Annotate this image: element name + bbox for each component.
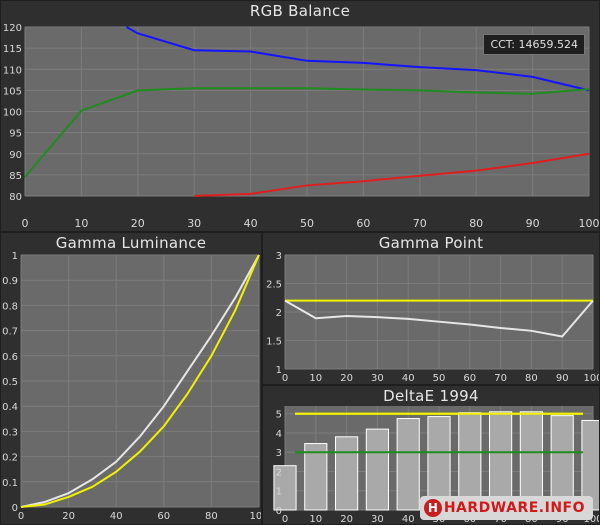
y-tick-label: 0.9 bbox=[2, 276, 18, 287]
x-tick-label: 70 bbox=[413, 217, 427, 230]
x-tick-label: 30 bbox=[371, 373, 384, 384]
bar bbox=[335, 436, 359, 511]
y-tick-label: 0.8 bbox=[2, 301, 18, 312]
y-tick-label: 1 bbox=[276, 487, 282, 498]
x-tick-label: 10 bbox=[74, 217, 88, 230]
x-tick-label: 100 bbox=[583, 373, 599, 384]
y-tick-label: 3 bbox=[276, 251, 282, 262]
x-tick-label: 0 bbox=[22, 217, 29, 230]
x-tick-label: 40 bbox=[110, 511, 123, 522]
gamma-luminance-chart: 0 0.1 0.2 0.3 0.4 0.5 0.6 0.7 0.8 0.9 1 0 20 40 60 80 10… bbox=[2, 251, 261, 522]
deltae-1994-panel: DeltaE 1994 0123450102030405060708090100… bbox=[262, 385, 600, 525]
x-tick-label: 30 bbox=[187, 217, 201, 230]
y-tick-label: 0.1 bbox=[2, 478, 18, 489]
x-tick-label: 20 bbox=[62, 511, 75, 522]
y-tick-label: 115 bbox=[3, 44, 22, 55]
x-tick-label: 40 bbox=[244, 217, 258, 230]
hardware-info-watermark: H HARDWARE.INFO bbox=[419, 496, 593, 520]
y-tick-label: 0 bbox=[12, 503, 18, 514]
x-tick-label: 20 bbox=[340, 373, 353, 384]
y-tick-label: 0 bbox=[276, 506, 282, 517]
series-line-red bbox=[194, 152, 590, 197]
bar bbox=[396, 418, 420, 511]
watermark-text: HARDWARE.INFO bbox=[443, 500, 585, 516]
x-tick-label: 50 bbox=[433, 373, 446, 384]
deltae-1994-chart: 0123450102030405060708090100 bbox=[273, 406, 599, 524]
series-line-yellow bbox=[20, 254, 260, 508]
x-tick-label: 0 bbox=[282, 373, 288, 384]
x-tick-label: 10 bbox=[309, 514, 322, 524]
x-tick-label: 80 bbox=[525, 373, 538, 384]
y-tick-label: 100 bbox=[3, 108, 22, 119]
x-tick-label: 30 bbox=[371, 514, 384, 524]
gamma-point-title: Gamma Point bbox=[378, 234, 484, 252]
x-tick-label: 80 bbox=[469, 217, 483, 230]
x-tick-label: 0 bbox=[18, 511, 24, 522]
y-tick-label: 1 bbox=[12, 251, 18, 262]
y-tick-label: 0.5 bbox=[2, 377, 18, 388]
x-tick-label: 80 bbox=[205, 511, 218, 522]
bar bbox=[581, 419, 599, 511]
y-tick-label: 0.2 bbox=[2, 453, 18, 464]
bar bbox=[365, 428, 389, 511]
x-tick-label: 100 bbox=[249, 511, 261, 522]
y-tick-label: 80 bbox=[9, 192, 22, 203]
x-tick-label: 40 bbox=[402, 373, 415, 384]
bar bbox=[304, 443, 328, 511]
rgb-balance-panel: RGB Balance 80 85 90 95 100 105 110 115 120 0 10 20… bbox=[0, 0, 600, 232]
x-tick-label: 20 bbox=[131, 217, 145, 230]
y-tick-label: 95 bbox=[9, 129, 22, 140]
y-tick-label: 85 bbox=[9, 171, 22, 182]
x-tick-label: 60 bbox=[356, 217, 370, 230]
rgb-balance-chart: 80 85 90 95 100 105 110 115 120 0 10 20 30 40 50 60 70 80… bbox=[3, 23, 600, 230]
series-line-white bbox=[284, 299, 594, 338]
y-tick-label: 90 bbox=[9, 150, 22, 161]
cct-readout: CCT: 14659.524 bbox=[483, 34, 585, 55]
y-tick-label: 2 bbox=[276, 308, 282, 319]
y-tick-label: 110 bbox=[3, 65, 22, 76]
x-tick-label: 90 bbox=[556, 373, 569, 384]
rgb-balance-title: RGB Balance bbox=[249, 2, 351, 20]
gamma-luminance-title: Gamma Luminance bbox=[55, 234, 207, 252]
y-tick-label: 0.6 bbox=[2, 352, 18, 363]
x-tick-label: 70 bbox=[494, 373, 507, 384]
x-tick-label: 20 bbox=[340, 514, 353, 524]
x-tick-label: 90 bbox=[526, 217, 540, 230]
series-line-white bbox=[20, 254, 260, 508]
y-tick-label: 4 bbox=[276, 429, 282, 440]
y-tick-label: 0.3 bbox=[2, 427, 18, 438]
x-tick-label: 10 bbox=[309, 373, 322, 384]
series-line-green bbox=[24, 87, 590, 178]
y-tick-label: 3 bbox=[276, 448, 282, 459]
x-tick-label: 60 bbox=[157, 511, 170, 522]
hardware-info-logo-icon: H bbox=[423, 499, 442, 517]
gamma-point-panel: Gamma Point 1 1.5 2 2.5 3 0 10 20 30 40 50 60 70 80 90… bbox=[262, 232, 600, 385]
y-tick-label: 1.5 bbox=[266, 337, 282, 348]
x-tick-label: 40 bbox=[402, 514, 415, 524]
x-tick-label: 60 bbox=[463, 373, 476, 384]
deltae-1994-title: DeltaE 1994 bbox=[383, 387, 479, 405]
y-tick-label: 5 bbox=[276, 410, 282, 421]
y-tick-label: 120 bbox=[3, 23, 22, 34]
gamma-point-chart: 11.522.530102030405060708090100 bbox=[266, 251, 599, 384]
series-line-blue bbox=[126, 26, 590, 92]
y-tick-label: 0.7 bbox=[2, 327, 18, 338]
y-tick-label: 2.5 bbox=[266, 280, 282, 291]
y-tick-label: 0.4 bbox=[2, 402, 18, 413]
x-tick-label: 50 bbox=[300, 217, 314, 230]
y-tick-label: 105 bbox=[3, 86, 22, 97]
gamma-luminance-panel: Gamma Luminance 0 0.1 0.2 0.3 0.4 0.5 0.6 0.7 0.… bbox=[0, 232, 262, 525]
bar bbox=[273, 465, 297, 511]
x-tick-label: 0 bbox=[282, 514, 288, 524]
y-tick-label: 1 bbox=[276, 365, 282, 376]
x-tick-label: 100 bbox=[579, 217, 600, 230]
y-tick-label: 2 bbox=[276, 467, 282, 478]
